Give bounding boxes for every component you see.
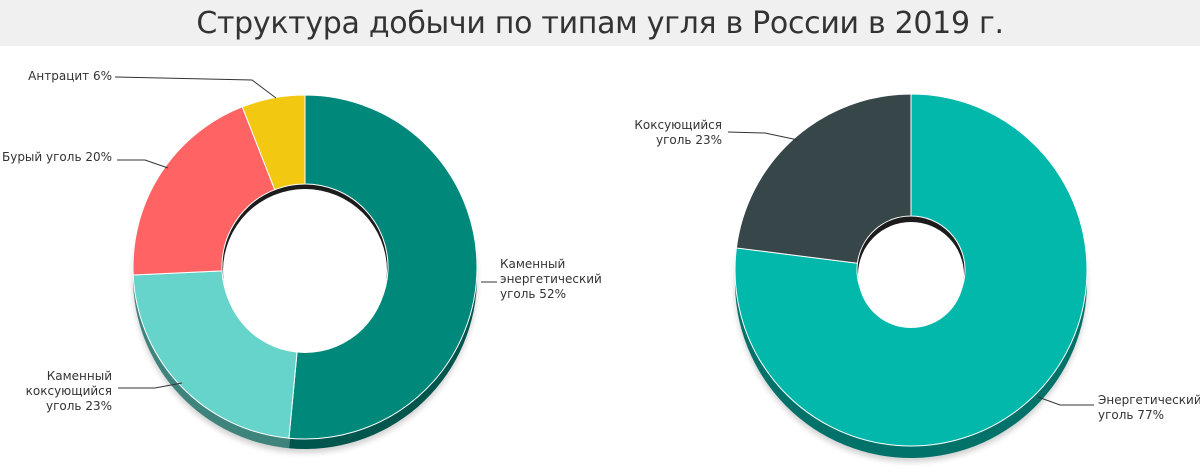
donut-hole	[223, 189, 387, 353]
chart-title-bar: Структура добычи по типам угля в России …	[0, 0, 1200, 46]
slice-коксующийся-уголь-23	[735, 93, 912, 264]
slice-бурый-уголь-20	[132, 106, 276, 276]
leader-line-коксующийся-уголь-23	[727, 131, 799, 141]
slice-label-каменный-коксующийся-уголь-23: Каменный коксующийся уголь 23%	[26, 369, 112, 413]
donut-hole	[858, 222, 964, 328]
pie-chart-coal-types: Каменный энергетический уголь 52% Каменный к…	[2, 69, 602, 453]
leader-line-антрацит-6	[114, 76, 277, 99]
slice-label-бурый-уголь-20: Бурый уголь 20%	[2, 150, 112, 164]
slice-label-энергетический-уголь-77: Энергетический уголь 77%	[1098, 393, 1200, 422]
leader-line-бурый-уголь-20	[117, 159, 169, 169]
slice-label-каменный-энергетический-уголь-52: Каменный энергетический уголь 52%	[500, 257, 602, 301]
leader-line-каменный-коксующийся-уголь-23	[118, 382, 183, 389]
slice-антрацит-6	[241, 94, 306, 191]
chart-title: Структура добычи по типам угля в России …	[196, 5, 1004, 41]
slice-label-коксующийся-уголь-23: Коксующийся уголь 23%	[634, 118, 722, 147]
leader-line-энергетический-уголь-77	[1037, 396, 1094, 406]
slice-каменный-энергетический-уголь-52	[288, 94, 478, 440]
slice-label-антрацит-6: Антрацит 6%	[28, 69, 112, 83]
pie-chart-coal-usage: Энергетический уголь 77% Коксующийся уголь …	[634, 93, 1200, 462]
